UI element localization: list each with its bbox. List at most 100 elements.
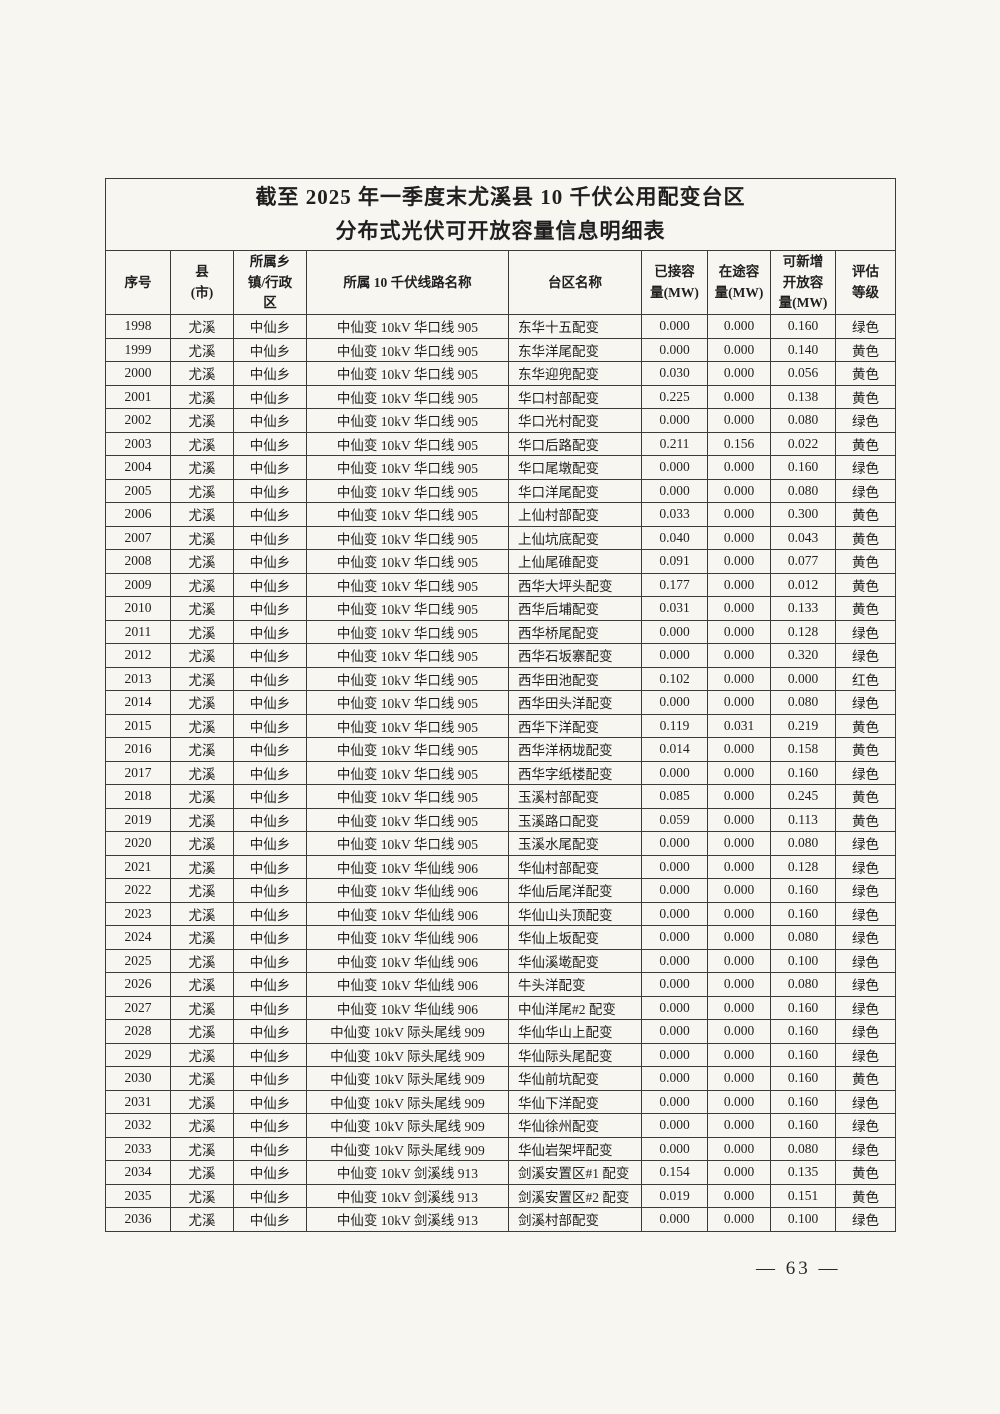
cell-connected-capacity: 0.030 <box>641 361 708 386</box>
cell-connected-capacity: 0.000 <box>641 1042 708 1068</box>
cell-township: 中仙乡 <box>233 1113 307 1138</box>
cell-connected-capacity: 0.000 <box>641 972 708 997</box>
cell-county: 尤溪 <box>170 1089 234 1115</box>
cell-line-name: 中仙变 10kV 华口线 905 <box>306 337 509 363</box>
cell-line-name: 中仙变 10kV 华口线 905 <box>306 502 509 527</box>
cell-township: 中仙乡 <box>233 854 307 880</box>
cell-connected-capacity: 0.014 <box>641 737 708 762</box>
cell-line-name: 中仙变 10kV 际头尾线 909 <box>306 1089 509 1115</box>
cell-station-name: 华口洋尾配变 <box>508 478 642 504</box>
cell-serial: 2032 <box>105 1113 171 1138</box>
cell-open-capacity: 0.133 <box>770 596 836 621</box>
cell-open-capacity: 0.100 <box>770 1207 836 1232</box>
cell-pending-capacity: 0.000 <box>707 666 771 692</box>
cell-connected-capacity: 0.000 <box>641 948 708 974</box>
cell-line-name: 中仙变 10kV 华仙线 906 <box>306 972 509 997</box>
cell-serial: 2018 <box>105 784 171 809</box>
cell-county: 尤溪 <box>170 1113 234 1138</box>
table-row: 2004 尤溪 中仙乡 中仙变 10kV 华口线 905 华口尾墩配变 0.00… <box>105 455 897 480</box>
cell-station-name: 华仙际头尾配变 <box>508 1042 642 1068</box>
table-row: 2025 尤溪 中仙乡 中仙变 10kV 华仙线 906 华仙溪墘配变 0.00… <box>105 948 897 974</box>
table-row: 2005 尤溪 中仙乡 中仙变 10kV 华口线 905 华口洋尾配变 0.00… <box>105 478 897 504</box>
cell-pending-capacity: 0.000 <box>707 948 771 974</box>
table-row: 2030 尤溪 中仙乡 中仙变 10kV 际头尾线 909 华仙前坑配变 0.0… <box>105 1066 897 1091</box>
cell-pending-capacity: 0.000 <box>707 478 771 504</box>
cell-serial: 2011 <box>105 619 171 645</box>
cell-grade: 绿色 <box>834 1113 897 1138</box>
cell-pending-capacity: 0.000 <box>707 314 771 339</box>
cell-township: 中仙乡 <box>233 737 307 762</box>
cell-connected-capacity: 0.000 <box>641 1089 708 1115</box>
cell-open-capacity: 0.160 <box>770 1019 836 1044</box>
cell-connected-capacity: 0.000 <box>641 901 708 927</box>
cell-county: 尤溪 <box>170 737 234 762</box>
cell-pending-capacity: 0.000 <box>707 1089 771 1115</box>
cell-township: 中仙乡 <box>233 1160 307 1185</box>
cell-grade: 绿色 <box>834 831 897 856</box>
cell-connected-capacity: 0.019 <box>641 1183 708 1209</box>
cell-connected-capacity: 0.000 <box>641 1066 708 1091</box>
cell-pending-capacity: 0.000 <box>707 784 771 809</box>
cell-township: 中仙乡 <box>233 807 307 833</box>
cell-open-capacity: 0.012 <box>770 572 836 598</box>
cell-open-capacity: 0.138 <box>770 384 836 410</box>
cell-station-name: 玉溪村部配变 <box>508 784 642 809</box>
cell-serial: 2029 <box>105 1042 171 1068</box>
table-row: 2001 尤溪 中仙乡 中仙变 10kV 华口线 905 华口村部配变 0.22… <box>105 384 897 410</box>
table-row: 2020 尤溪 中仙乡 中仙变 10kV 华口线 905 玉溪水尾配变 0.00… <box>105 831 897 856</box>
table-body: 1998 尤溪 中仙乡 中仙变 10kV 华口线 905 东华十五配变 0.00… <box>105 314 897 1232</box>
cell-township: 中仙乡 <box>233 831 307 856</box>
cell-serial: 2012 <box>105 643 171 668</box>
cell-serial: 2010 <box>105 596 171 621</box>
cell-serial: 2030 <box>105 1066 171 1091</box>
cell-serial: 2005 <box>105 478 171 504</box>
cell-connected-capacity: 0.177 <box>641 572 708 598</box>
column-header-county: 县 (市) <box>170 250 234 316</box>
cell-serial: 2022 <box>105 878 171 903</box>
cell-connected-capacity: 0.211 <box>641 431 708 457</box>
cell-connected-capacity: 0.000 <box>641 314 708 339</box>
cell-grade: 绿色 <box>834 314 897 339</box>
cell-township: 中仙乡 <box>233 314 307 339</box>
cell-grade: 黄色 <box>834 525 897 551</box>
cell-line-name: 中仙变 10kV 剑溪线 913 <box>306 1207 509 1232</box>
cell-grade: 绿色 <box>834 972 897 997</box>
cell-line-name: 中仙变 10kV 华仙线 906 <box>306 854 509 880</box>
cell-line-name: 中仙变 10kV 剑溪线 913 <box>306 1183 509 1209</box>
cell-serial: 2003 <box>105 431 171 457</box>
cell-open-capacity: 0.158 <box>770 737 836 762</box>
cell-line-name: 中仙变 10kV 华仙线 906 <box>306 925 509 950</box>
cell-connected-capacity: 0.000 <box>641 995 708 1021</box>
cell-station-name: 西华大坪头配变 <box>508 572 642 598</box>
cell-line-name: 中仙变 10kV 华口线 905 <box>306 713 509 739</box>
cell-serial: 2000 <box>105 361 171 386</box>
table-row: 2008 尤溪 中仙乡 中仙变 10kV 华口线 905 上仙尾碓配变 0.09… <box>105 549 897 574</box>
cell-open-capacity: 0.160 <box>770 760 836 786</box>
cell-grade: 绿色 <box>834 948 897 974</box>
cell-grade: 绿色 <box>834 878 897 903</box>
cell-grade: 绿色 <box>834 643 897 668</box>
cell-station-name: 上仙尾碓配变 <box>508 549 642 574</box>
cell-county: 尤溪 <box>170 572 234 598</box>
cell-county: 尤溪 <box>170 713 234 739</box>
table-row: 2019 尤溪 中仙乡 中仙变 10kV 华口线 905 玉溪路口配变 0.05… <box>105 807 897 833</box>
table-header-row: 序号 县 (市) 所属乡 镇/行政 区 所属 10 千伏线路名称 台区名称 已接… <box>105 250 897 316</box>
cell-township: 中仙乡 <box>233 1042 307 1068</box>
table-row: 2009 尤溪 中仙乡 中仙变 10kV 华口线 905 西华大坪头配变 0.1… <box>105 572 897 598</box>
cell-open-capacity: 0.135 <box>770 1160 836 1185</box>
cell-connected-capacity: 0.000 <box>641 925 708 950</box>
cell-connected-capacity: 0.154 <box>641 1160 708 1185</box>
table-row: 1998 尤溪 中仙乡 中仙变 10kV 华口线 905 东华十五配变 0.00… <box>105 314 897 339</box>
cell-connected-capacity: 0.000 <box>641 878 708 903</box>
cell-station-name: 上仙坑底配变 <box>508 525 642 551</box>
cell-station-name: 华仙溪墘配变 <box>508 948 642 974</box>
cell-county: 尤溪 <box>170 807 234 833</box>
cell-county: 尤溪 <box>170 854 234 880</box>
cell-serial: 2004 <box>105 455 171 480</box>
cell-open-capacity: 0.043 <box>770 525 836 551</box>
cell-connected-capacity: 0.040 <box>641 525 708 551</box>
cell-line-name: 中仙变 10kV 华口线 905 <box>306 619 509 645</box>
cell-serial: 2009 <box>105 572 171 598</box>
cell-open-capacity: 0.113 <box>770 807 836 833</box>
table-row: 2015 尤溪 中仙乡 中仙变 10kV 华口线 905 西华下洋配变 0.11… <box>105 713 897 739</box>
